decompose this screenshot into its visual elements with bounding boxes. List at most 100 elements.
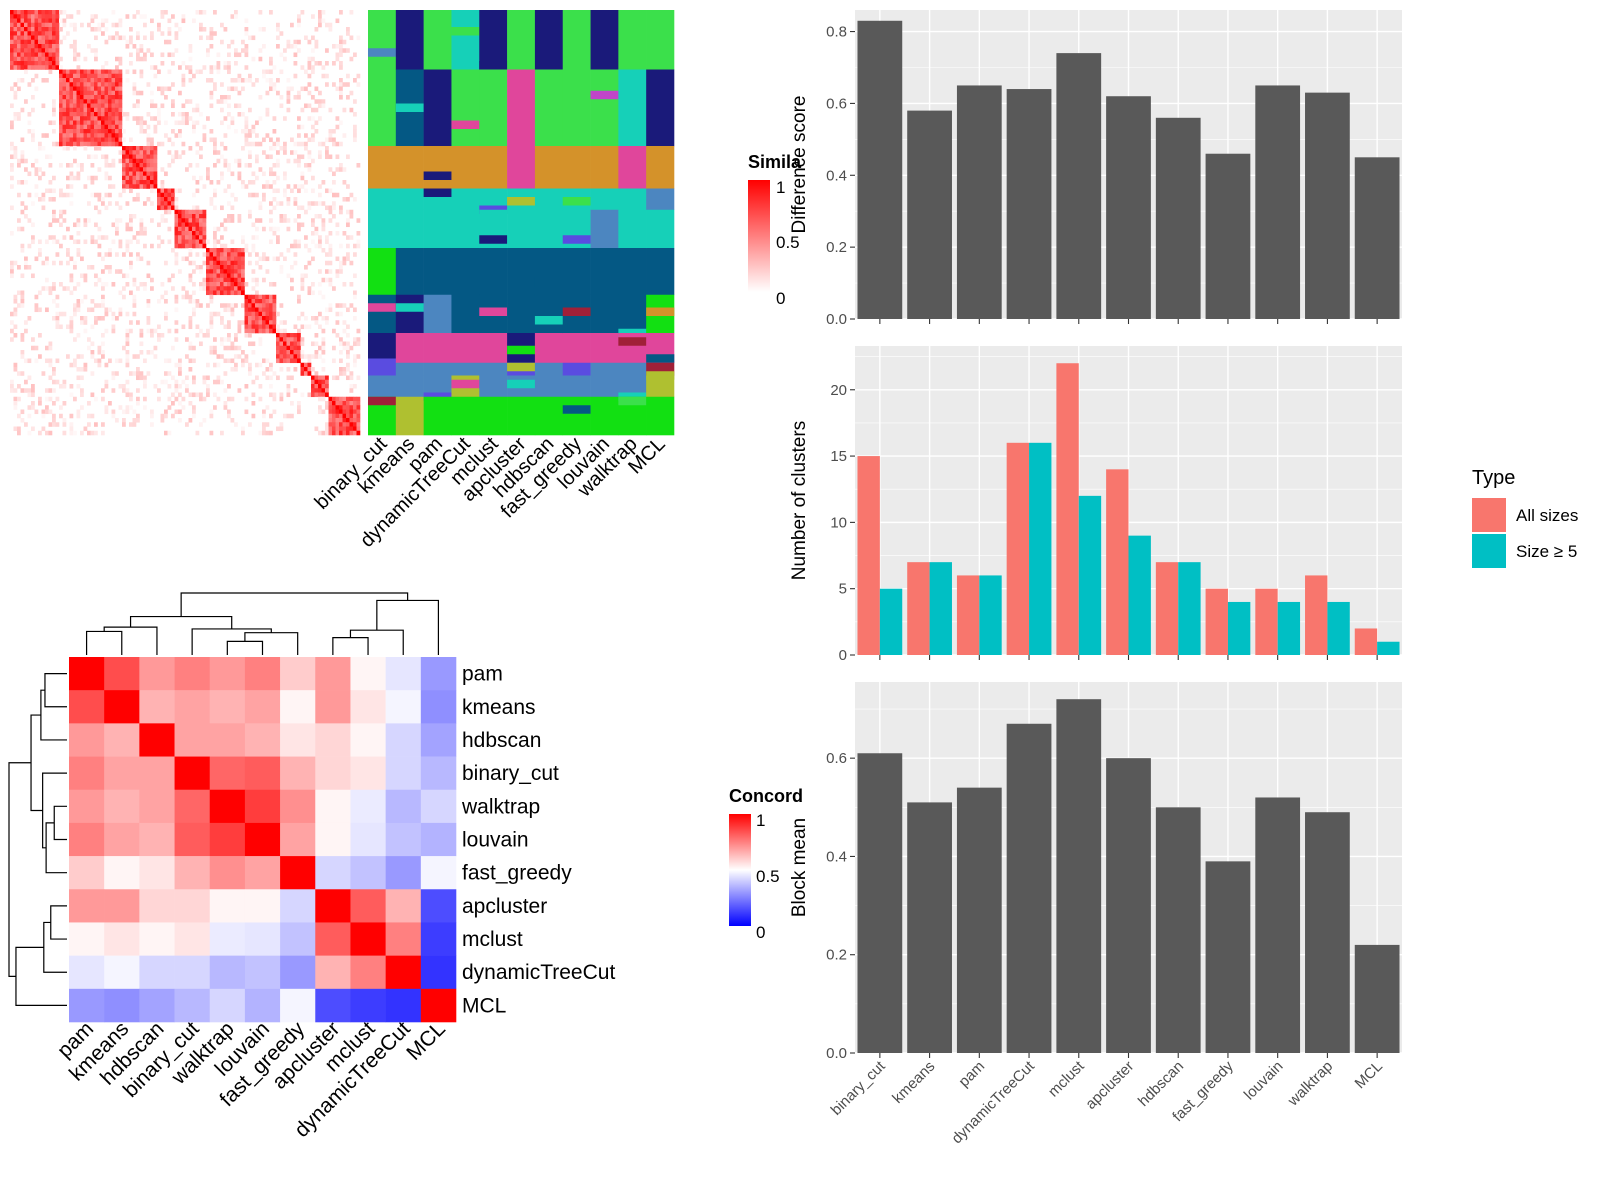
similarity-cell: [136, 401, 140, 406]
similarity-cell: [129, 422, 133, 427]
similarity-cell: [146, 184, 151, 189]
similarity-cell: [146, 303, 151, 308]
similarity-cell: [314, 44, 319, 49]
similarity-cell: [174, 328, 179, 334]
similarity-cell: [13, 31, 18, 36]
similarity-cell: [118, 150, 123, 155]
bar-binary_cut-size-ge5: [879, 588, 903, 655]
similarity-cell: [69, 14, 74, 19]
similarity-cell: [188, 260, 193, 266]
similarity-cell: [83, 367, 88, 372]
similarity-cell: [73, 362, 77, 368]
similarity-cell: [174, 22, 179, 28]
similarity-cell: [185, 375, 189, 381]
similarity-cell: [125, 222, 130, 228]
similarity-cell: [321, 180, 326, 185]
similarity-cell: [311, 290, 315, 296]
similarity-cell: [24, 65, 28, 70]
similarity-cell: [227, 273, 231, 279]
similarity-cell: [97, 141, 102, 147]
similarity-cell: [167, 430, 172, 436]
similarity-cell: [111, 388, 116, 393]
similarity-cell: [223, 324, 228, 330]
similarity-cell: [304, 146, 308, 151]
similarity-cell: [31, 163, 35, 168]
similarity-cell: [118, 218, 123, 223]
similarity-cell: [286, 392, 291, 398]
similarity-cell: [283, 146, 287, 151]
similarity-cell: [111, 239, 116, 245]
similarity-cell: [276, 239, 280, 245]
similarity-cell: [108, 95, 112, 100]
similarity-cell: [101, 316, 105, 321]
assignment-block: [479, 307, 508, 316]
similarity-cell: [45, 256, 49, 262]
similarity-cell: [209, 31, 214, 36]
similarity-cell: [101, 422, 105, 427]
similarity-cell: [17, 78, 21, 83]
assignment-block: [618, 209, 647, 249]
similarity-cell: [66, 141, 70, 147]
similarity-cell: [188, 99, 193, 104]
bar-fast_greedy: [1205, 861, 1251, 1053]
similarity-cell: [199, 282, 203, 287]
assignment-block: [479, 235, 508, 244]
similarity-cell: [66, 184, 70, 189]
similarity-cell: [115, 120, 119, 126]
similarity-cell: [118, 61, 123, 66]
similarity-cell: [195, 107, 200, 113]
similarity-cell: [20, 154, 25, 160]
similarity-cell: [265, 256, 270, 262]
similarity-cell: [262, 277, 266, 283]
similarity-cell: [104, 107, 109, 113]
assignment-block: [534, 248, 564, 296]
similarity-cell: [192, 124, 196, 130]
similarity-cell: [97, 103, 102, 109]
similarity-cell: [160, 184, 165, 189]
similarity-cell: [269, 311, 273, 317]
similarity-cell: [41, 22, 46, 28]
similarity-cell: [45, 188, 49, 194]
similarity-cell: [66, 99, 70, 104]
similarity-cell: [262, 171, 266, 177]
similarity-cell: [80, 273, 84, 279]
similarity-cell: [262, 44, 266, 49]
similarity-cell: [115, 103, 119, 109]
similarity-cell: [209, 277, 214, 283]
similarity-cell: [192, 209, 196, 215]
similarity-cell: [62, 112, 67, 117]
similarity-cell: [41, 56, 46, 62]
similarity-cell: [111, 282, 116, 287]
similarity-cell: [111, 116, 116, 121]
similarity-cell: [129, 52, 133, 58]
similarity-cell: [45, 154, 49, 160]
similarity-cell: [132, 180, 137, 185]
similarity-cell: [202, 137, 207, 143]
concordance-cell: [350, 955, 386, 990]
similarity-cell: [279, 345, 284, 351]
similarity-cell: [335, 167, 340, 172]
similarity-cell: [87, 175, 91, 181]
similarity-cell: [269, 328, 273, 334]
similarity-cell: [17, 384, 21, 389]
similarity-cell: [150, 413, 154, 419]
similarity-cell: [17, 86, 21, 92]
bar-apcluster: [1106, 96, 1151, 319]
similarity-cell: [94, 86, 98, 92]
similarity-cell: [10, 52, 14, 58]
similarity-cell: [24, 27, 28, 32]
similarity-cell: [115, 316, 119, 321]
similarity-cell: [251, 269, 256, 274]
similarity-cell: [230, 78, 235, 83]
similarity-cell: [125, 392, 130, 398]
similarity-cell: [69, 129, 74, 134]
similarity-cell: [129, 371, 133, 376]
similarity-cell: [104, 409, 109, 415]
similarity-cell: [297, 184, 301, 189]
similarity-cell: [335, 430, 340, 436]
similarity-cell: [230, 282, 235, 287]
similarity-cell: [227, 286, 231, 291]
similarity-cell: [262, 316, 266, 321]
similarity-cell: [297, 294, 301, 300]
similarity-cell: [62, 379, 67, 385]
